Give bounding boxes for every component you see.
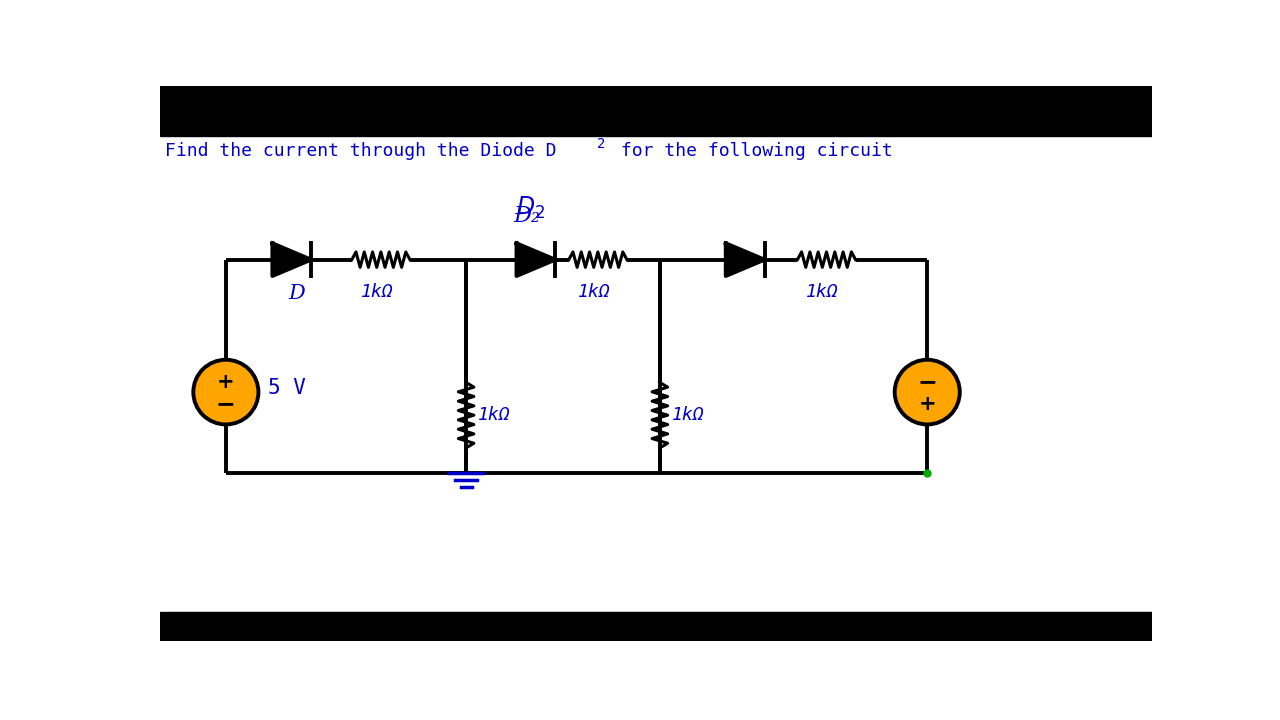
Text: 1kΩ: 1kΩ: [672, 406, 704, 424]
Polygon shape: [517, 243, 556, 276]
Text: 1kΩ: 1kΩ: [477, 406, 511, 424]
Text: +: +: [919, 395, 936, 415]
Polygon shape: [726, 243, 764, 276]
Text: Find the current through the Diode D: Find the current through the Diode D: [165, 142, 556, 160]
Text: +: +: [218, 372, 234, 392]
Bar: [160, 86, 1152, 137]
Polygon shape: [273, 243, 311, 276]
Text: $\mathit{D}_2$: $\mathit{D}_2$: [517, 195, 545, 221]
Text: Đ₂: Đ₂: [513, 205, 540, 228]
Text: 1kΩ: 1kΩ: [361, 283, 393, 301]
Text: D: D: [288, 284, 305, 303]
Text: 2: 2: [596, 138, 605, 151]
Text: for the following circuit: for the following circuit: [611, 142, 893, 160]
Circle shape: [895, 360, 960, 424]
Text: 1kΩ: 1kΩ: [577, 283, 611, 301]
Text: 1kΩ: 1kΩ: [806, 283, 838, 301]
Text: −: −: [216, 392, 236, 416]
Text: 5 V: 5 V: [269, 378, 306, 398]
Text: −: −: [918, 370, 937, 394]
Bar: [160, 611, 1152, 641]
Circle shape: [193, 360, 259, 424]
